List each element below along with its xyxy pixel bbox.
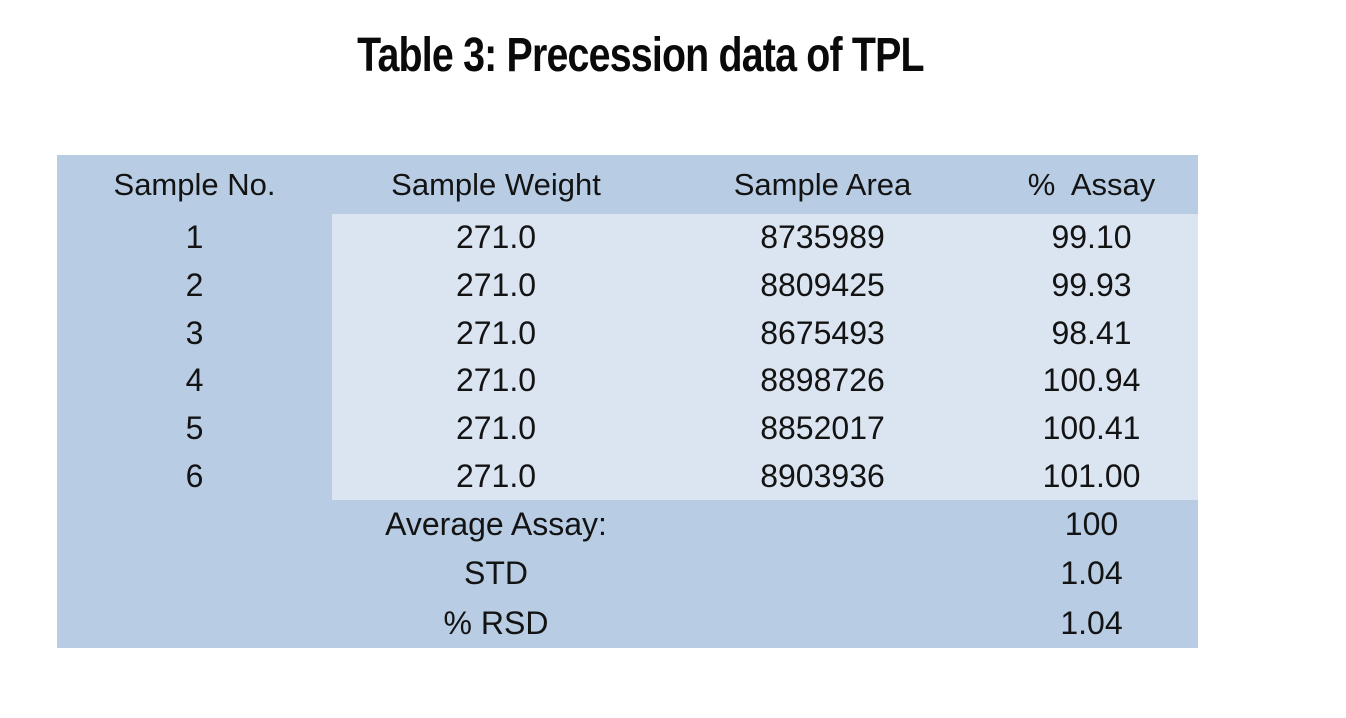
summary-label: Average Assay: (385, 506, 607, 543)
summary-value: 1.04 (1060, 555, 1123, 592)
cell-empty (660, 599, 985, 648)
table-rows-container: Sample No. Sample Weight Sample Area % A… (57, 155, 1198, 648)
header-cell-sample-area: Sample Area (733, 166, 912, 202)
cell-sample-no: 1 (185, 219, 204, 256)
table-row: 3 271.0 8675493 98.41 (57, 309, 1198, 357)
summary-row-std: STD 1.04 (57, 549, 1198, 598)
cell-empty (57, 599, 332, 648)
cell-empty (57, 500, 332, 549)
cell-sample-area: 8675493 (760, 314, 885, 351)
cell-sample-no: 5 (185, 409, 204, 446)
cell-assay: 101.00 (1042, 457, 1141, 494)
table-title: Table 3: Precession data of TPL (356, 29, 924, 82)
header-cell-sample-weight: Sample Weight (391, 166, 601, 202)
summary-label: STD (464, 555, 528, 592)
cell-assay: 100.41 (1042, 409, 1141, 446)
cell-sample-area: 8852017 (760, 409, 885, 446)
cell-sample-no: 3 (185, 314, 204, 351)
cell-assay: 99.93 (1051, 266, 1132, 303)
cell-sample-no: 6 (185, 457, 204, 494)
table-title-container: Table 3: Precession data of TPL (0, 28, 1280, 83)
cell-sample-area: 8903936 (760, 457, 885, 494)
cell-sample-area: 8898726 (760, 362, 885, 399)
cell-assay: 100.94 (1042, 362, 1141, 399)
table-row: 6 271.0 8903936 101.00 (57, 452, 1198, 500)
cell-empty (57, 549, 332, 598)
summary-row-rsd: % RSD 1.04 (57, 599, 1198, 648)
cell-sample-weight: 271.0 (455, 409, 537, 446)
cell-empty (660, 500, 985, 549)
summary-label: % RSD (443, 604, 549, 641)
table-row: 1 271.0 8735989 99.10 (57, 214, 1198, 262)
data-region-background (332, 214, 1198, 500)
cell-sample-weight: 271.0 (455, 266, 537, 303)
cell-sample-area: 8735989 (760, 219, 885, 256)
cell-sample-no: 2 (185, 266, 204, 303)
cell-sample-area: 8809425 (760, 266, 885, 303)
table-row: 5 271.0 8852017 100.41 (57, 405, 1198, 453)
header-cell-assay: % Assay (1027, 166, 1156, 202)
table-header-row: Sample No. Sample Weight Sample Area % A… (57, 155, 1198, 214)
cell-sample-weight: 271.0 (455, 219, 537, 256)
precession-data-table: Sample No. Sample Weight Sample Area % A… (57, 155, 1198, 648)
cell-assay: 99.10 (1051, 219, 1132, 256)
table-row: 4 271.0 8898726 100.94 (57, 357, 1198, 405)
table-row: 2 271.0 8809425 99.93 (57, 262, 1198, 310)
summary-row-average-assay: Average Assay: 100 (57, 500, 1198, 549)
cell-sample-weight: 271.0 (455, 457, 537, 494)
summary-value: 1.04 (1060, 604, 1123, 641)
cell-empty (660, 549, 985, 598)
cell-assay: 98.41 (1051, 314, 1132, 351)
summary-value: 100 (1064, 506, 1119, 543)
header-cell-sample-no: Sample No. (113, 166, 276, 202)
cell-sample-no: 4 (185, 362, 204, 399)
cell-sample-weight: 271.0 (455, 314, 537, 351)
cell-sample-weight: 271.0 (455, 362, 537, 399)
